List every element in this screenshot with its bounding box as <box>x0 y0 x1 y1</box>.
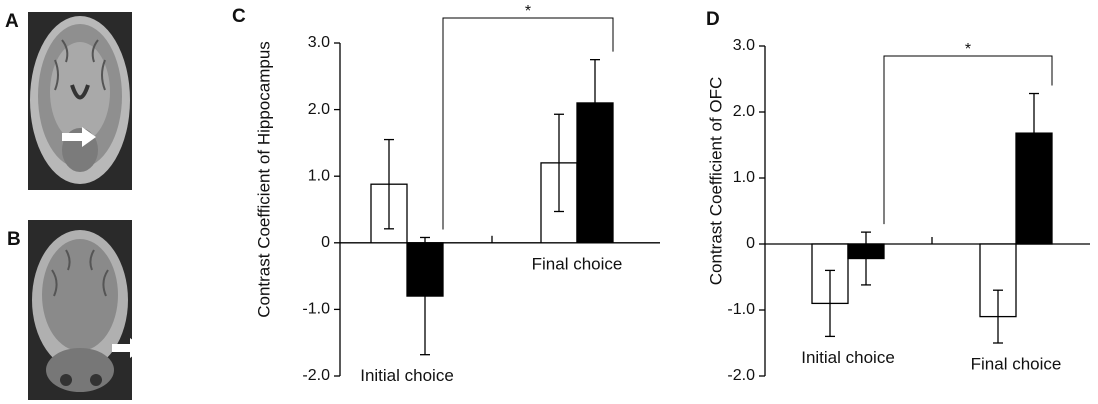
y-tick-label: 3.0 <box>733 37 755 54</box>
panel-label: A <box>5 11 19 32</box>
significance-star: * <box>965 41 971 58</box>
y-axis-label: Contrast Coefficient of Hippocampus <box>254 41 273 318</box>
y-tick-label: -2.0 <box>727 367 755 384</box>
page: {"panel_labels": ["A", "B", "C", "D"], "… <box>0 0 1098 404</box>
y-tick-label: -1.0 <box>302 301 330 318</box>
y-tick-label: -2.0 <box>302 367 330 384</box>
y-tick-label: 2.0 <box>308 101 330 118</box>
panel-label: B <box>7 229 21 250</box>
category-label: Initial choice <box>360 366 454 385</box>
y-tick-label: 1.0 <box>733 169 755 186</box>
y-axis-label: Contrast Coefficient of OFC <box>706 77 725 286</box>
panel-label: D <box>706 9 720 30</box>
y-tick-label: -1.0 <box>727 301 755 318</box>
category-label: Final choice <box>971 354 1062 373</box>
category-label: Final choice <box>532 254 623 273</box>
category-label: Initial choice <box>801 348 895 367</box>
brain-image-b <box>28 220 144 400</box>
significance-star: * <box>525 3 531 20</box>
panel-label: C <box>232 6 246 27</box>
y-tick-label: 0 <box>321 234 330 251</box>
y-tick-label: 2.0 <box>733 103 755 120</box>
y-tick-label: 1.0 <box>308 167 330 184</box>
y-tick-label: 3.0 <box>308 34 330 51</box>
figure: A B C D -2.0 -1.0 0 1.0 2.0 3.0 Contrast Coeff… <box>0 0 1098 404</box>
brain-image-a <box>28 12 132 190</box>
y-tick-label: 0 <box>746 235 755 252</box>
